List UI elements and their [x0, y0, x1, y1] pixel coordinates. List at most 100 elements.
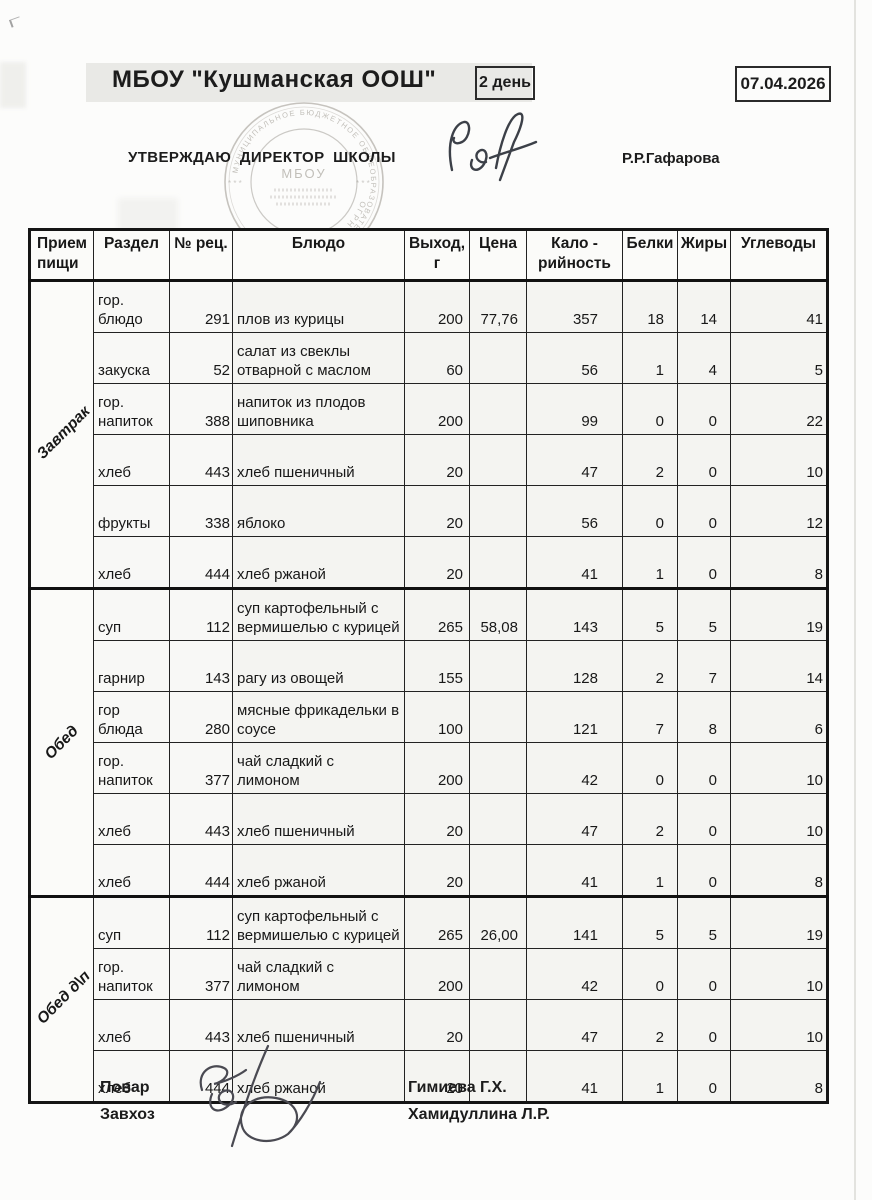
dish-cell: хлеб пшеничный	[232, 793, 405, 845]
carbs-cell: 8	[730, 1050, 828, 1103]
kcal-cell: 41	[526, 844, 623, 897]
rec-number-cell: 444	[169, 844, 233, 897]
output-cell: 155	[404, 640, 470, 692]
kcal-cell: 56	[526, 485, 623, 537]
menu-row: гор. напиток 377 чай сладкий с лимоном 200 4…	[30, 948, 828, 1000]
menu-row: гор. напиток 377 чай сладкий с лимоном 200 4…	[30, 742, 828, 794]
carbs-cell: 10	[730, 999, 828, 1051]
output-cell: 20	[404, 485, 470, 537]
menu-table: Прием пищи Раздел № рец. Блюдо Выход, г …	[28, 228, 829, 1104]
rec-number-cell: 280	[169, 691, 233, 743]
fat-cell: 14	[677, 279, 731, 333]
date-box: 07.04.2026	[735, 66, 831, 102]
dish-cell: рагу из овощей	[232, 640, 405, 692]
kcal-cell: 42	[526, 742, 623, 794]
razdel-cell: хлеб	[93, 434, 170, 486]
carbs-cell: 8	[730, 536, 828, 589]
razdel-cell: гор. напиток	[93, 948, 170, 1000]
carbs-cell: 41	[730, 279, 828, 333]
dish-cell: хлеб пшеничный	[232, 434, 405, 486]
protein-cell: 1	[622, 332, 678, 384]
kcal-cell: 121	[526, 691, 623, 743]
kcal-cell: 143	[526, 587, 623, 641]
price-cell: 77,76	[469, 279, 527, 333]
rec-number-cell: 443	[169, 793, 233, 845]
rec-number-cell: 443	[169, 999, 233, 1051]
rec-number-cell: 377	[169, 742, 233, 794]
dish-cell: напиток из плодов шиповника	[232, 383, 405, 435]
kcal-cell: 47	[526, 999, 623, 1051]
carbs-cell: 19	[730, 895, 828, 949]
razdel-cell: хлеб	[93, 793, 170, 845]
output-cell: 20	[404, 536, 470, 589]
fat-cell: 0	[677, 485, 731, 537]
price-cell	[469, 332, 527, 384]
protein-cell: 2	[622, 793, 678, 845]
carbs-cell: 10	[730, 793, 828, 845]
protein-cell: 2	[622, 999, 678, 1051]
price-cell	[469, 640, 527, 692]
col-meal: Прием пищи	[29, 229, 94, 282]
meal-label: Обед	[41, 722, 82, 763]
output-cell: 100	[404, 691, 470, 743]
meal-label: Завтрак	[33, 402, 94, 463]
menu-row: фрукты 338 яблоко 20 56 0 0 12	[30, 485, 828, 537]
director-name: Р.Р.Гафарова	[622, 150, 720, 167]
razdel-cell: гор блюда	[93, 691, 170, 743]
carbs-cell: 19	[730, 587, 828, 641]
meal-cell: Завтрак	[29, 279, 94, 589]
menu-row: хлеб 444 хлеб ржаной 20 41 1 0 8	[30, 1050, 828, 1103]
fat-cell: 0	[677, 434, 731, 486]
meal-label: Обед д\п	[33, 967, 94, 1028]
razdel-cell: суп	[93, 895, 170, 949]
price-cell: 58,08	[469, 587, 527, 641]
razdel-cell: хлеб	[93, 536, 170, 589]
rec-number-cell: 291	[169, 279, 233, 333]
menu-row: Обед д\п суп 112 суп картофельный с вермише…	[29, 895, 828, 1103]
protein-cell: 1	[622, 1050, 678, 1103]
kcal-cell: 99	[526, 383, 623, 435]
fat-cell: 0	[677, 742, 731, 794]
fat-cell: 0	[677, 999, 731, 1051]
dish-cell: яблоко	[232, 485, 405, 537]
fat-cell: 0	[677, 844, 731, 897]
director-signature	[448, 112, 538, 182]
col-carbs: Углеводы	[730, 229, 828, 282]
kcal-cell: 128	[526, 640, 623, 692]
price-cell	[469, 999, 527, 1051]
col-fat: Жиры	[677, 229, 731, 282]
title-band	[86, 63, 532, 102]
output-cell: 60	[404, 332, 470, 384]
fat-cell: 7	[677, 640, 731, 692]
protein-cell: 18	[622, 279, 678, 333]
footer-signature	[199, 1044, 322, 1148]
dish-cell: суп картофельный с вермишелью с курицей	[232, 587, 405, 641]
table-header-row: Прием пищи Раздел № рец. Блюдо Выход, г …	[29, 229, 828, 282]
price-cell	[469, 1050, 527, 1103]
protein-cell: 0	[622, 383, 678, 435]
fat-cell: 0	[677, 793, 731, 845]
carbs-cell: 6	[730, 691, 828, 743]
kcal-cell: 141	[526, 895, 623, 949]
supply-name: Хамидуллина Л.Р.	[408, 1106, 550, 1123]
dish-cell: хлеб ржаной	[232, 536, 405, 589]
price-cell	[469, 434, 527, 486]
carbs-cell: 22	[730, 383, 828, 435]
razdel-cell: суп	[93, 587, 170, 641]
kcal-cell: 56	[526, 332, 623, 384]
protein-cell: 0	[622, 948, 678, 1000]
kcal-cell: 47	[526, 434, 623, 486]
price-cell	[469, 793, 527, 845]
menu-row: Обед суп 112 суп картофельный с вермишелью …	[29, 587, 828, 897]
razdel-cell: хлеб	[93, 999, 170, 1051]
fat-cell: 0	[677, 383, 731, 435]
kcal-cell: 47	[526, 793, 623, 845]
carbs-cell: 10	[730, 742, 828, 794]
fat-cell: 8	[677, 691, 731, 743]
price-cell	[469, 536, 527, 589]
price-cell	[469, 742, 527, 794]
menu-row: хлеб 443 хлеб пшеничный 20 47 2 0 10	[30, 999, 828, 1051]
output-cell: 20	[404, 434, 470, 486]
carbs-cell: 10	[730, 948, 828, 1000]
meal-cell: Обед	[29, 587, 94, 897]
